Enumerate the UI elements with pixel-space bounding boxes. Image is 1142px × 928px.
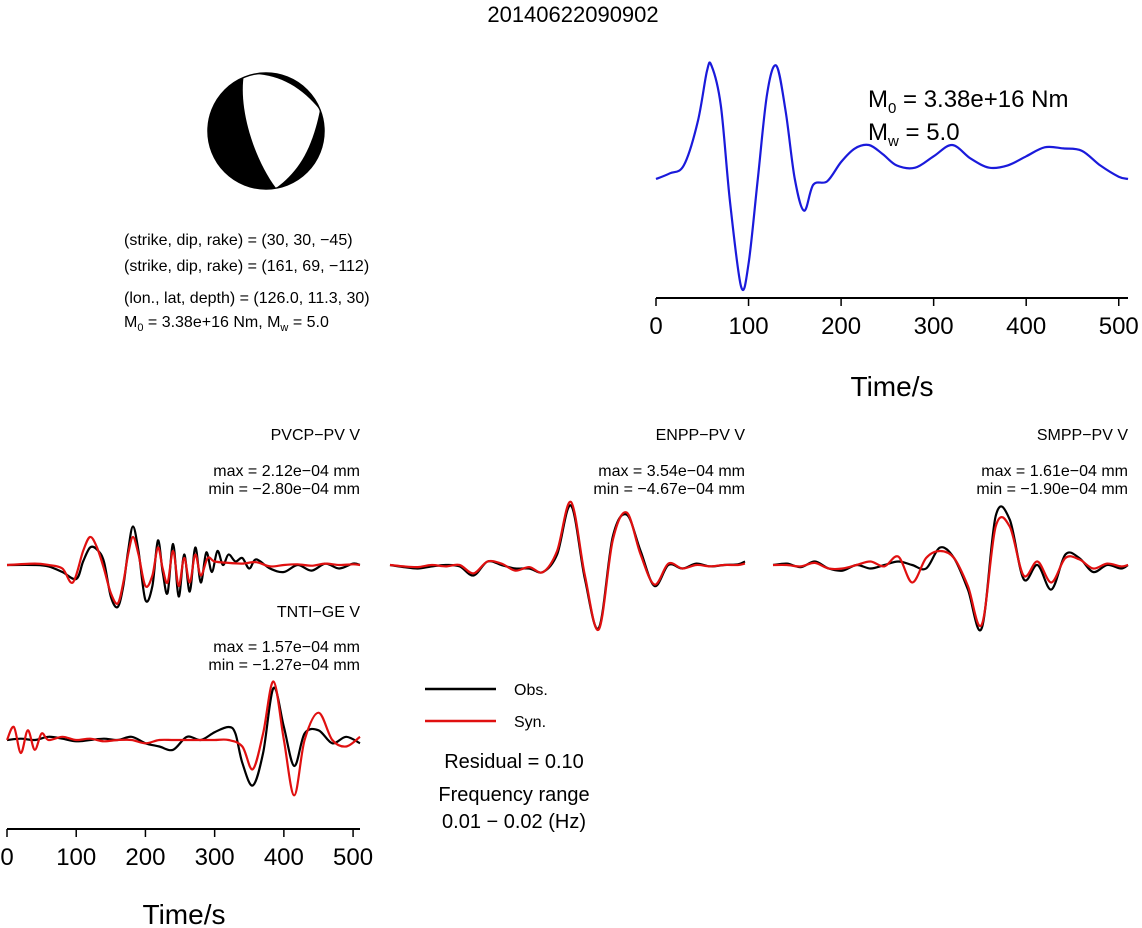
stf-xlabel: Time/s	[851, 371, 934, 402]
location-text: (lon., lat, depth) = (126.0, 11.3, 30)	[124, 290, 370, 307]
station-name: PVCP−PV V	[271, 427, 361, 444]
synthetic-trace	[6, 535, 361, 605]
nodal-plane-1-text: (strike, dip, rake) = (30, 30, −45)	[124, 232, 353, 249]
stf-curve	[655, 61, 1129, 292]
tick-label: 400	[264, 844, 304, 871]
legend-syn-label: Syn.	[514, 714, 546, 731]
focal-mechanism-beachball	[207, 72, 325, 190]
tick-label: 100	[56, 844, 96, 871]
station-min: min = −4.67e−04 mm	[593, 481, 745, 498]
waveform-tnti	[5, 680, 361, 797]
tick-label: 300	[914, 313, 954, 340]
stf-moment-label: M0 = 3.38e+16 Nm	[868, 86, 1068, 117]
synthetic-trace	[772, 516, 1129, 628]
station-max: max = 1.57e−04 mm	[213, 639, 360, 656]
frequency-range-title: Frequency range	[438, 784, 589, 806]
tick-label: 0	[649, 313, 662, 340]
station-min: min = −1.27e−04 mm	[208, 657, 360, 674]
legend: Obs. Syn.	[425, 682, 548, 731]
tick-label: 200	[125, 844, 165, 871]
legend-obs-label: Obs.	[514, 682, 548, 699]
tick-label: 200	[821, 313, 861, 340]
station-min: min = −1.90e−04 mm	[976, 481, 1128, 498]
station-min: min = −2.80e−04 mm	[208, 481, 360, 498]
tick-label: 400	[1006, 313, 1046, 340]
stf-magnitude-label: Mw = 5.0	[868, 119, 960, 150]
bottom-xlabel: Time/s	[143, 899, 226, 928]
tick-label: 500	[1099, 313, 1139, 340]
station-name: TNTI−GE V	[277, 604, 360, 621]
station-max: max = 3.54e−04 mm	[598, 463, 745, 480]
station-name: SMPP−PV V	[1037, 427, 1128, 444]
tick-label: 300	[195, 844, 235, 871]
waveform-enpp	[389, 500, 746, 631]
synthetic-trace	[5, 680, 361, 797]
tick-label: 0	[0, 844, 13, 871]
source-time-function-panel: 0 100 200 300 400 500	[649, 61, 1139, 340]
bottom-time-axis: 0 100 200 300 400 500	[0, 828, 373, 871]
synthetic-trace	[389, 500, 746, 631]
event-title: 20140622090902	[487, 2, 658, 27]
tick-label: 100	[729, 313, 769, 340]
residual-text: Residual = 0.10	[444, 751, 584, 773]
nodal-plane-2-text: (strike, dip, rake) = (161, 69, −112)	[124, 258, 369, 275]
frequency-range-value: 0.01 − 0.02 (Hz)	[442, 811, 586, 833]
station-name: ENPP−PV V	[656, 427, 746, 444]
waveform-pvcp	[6, 525, 361, 609]
waveform-smpp	[772, 505, 1129, 632]
beachball-dilatational	[242, 73, 320, 188]
tick-label: 500	[333, 844, 373, 871]
beachball-outline	[207, 72, 325, 190]
station-max: max = 1.61e−04 mm	[981, 463, 1128, 480]
station-max: max = 2.12e−04 mm	[213, 463, 360, 480]
moment-text: M0 = 3.38e+16 Nm, Mw = 5.0	[124, 314, 329, 334]
